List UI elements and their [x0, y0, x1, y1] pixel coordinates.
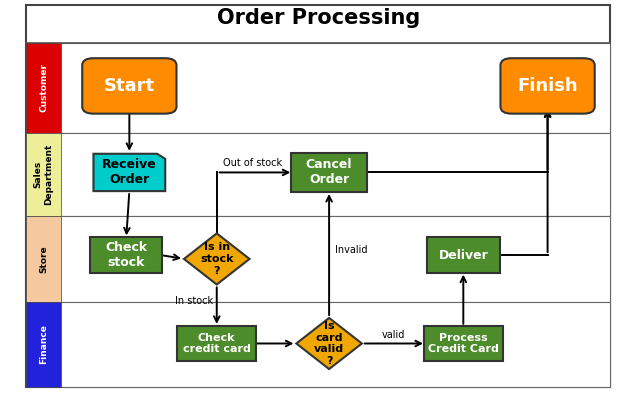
Text: Check
credit card: Check credit card: [183, 333, 251, 354]
FancyBboxPatch shape: [26, 5, 610, 387]
Text: Process
Credit Card: Process Credit Card: [428, 333, 498, 354]
FancyBboxPatch shape: [82, 58, 176, 114]
FancyBboxPatch shape: [500, 58, 595, 114]
Text: Start: Start: [104, 77, 155, 95]
Text: Deliver: Deliver: [438, 249, 488, 261]
Text: Customer: Customer: [39, 63, 48, 112]
Text: Order Processing: Order Processing: [216, 8, 420, 28]
FancyBboxPatch shape: [177, 326, 256, 362]
Text: Is
card
valid
?: Is card valid ?: [314, 321, 344, 366]
Text: Finance: Finance: [39, 325, 48, 364]
Text: Check
stock: Check stock: [105, 241, 147, 269]
Text: valid: valid: [382, 329, 406, 339]
Polygon shape: [184, 233, 250, 284]
FancyBboxPatch shape: [26, 216, 61, 302]
Text: Invalid: Invalid: [335, 244, 368, 255]
FancyBboxPatch shape: [26, 43, 610, 133]
Polygon shape: [93, 154, 166, 191]
Text: Store: Store: [39, 245, 48, 273]
FancyBboxPatch shape: [26, 302, 61, 387]
FancyBboxPatch shape: [90, 237, 162, 273]
Text: Out of stock: Out of stock: [223, 158, 282, 168]
FancyBboxPatch shape: [26, 302, 610, 387]
Text: Receive
Order: Receive Order: [102, 158, 157, 187]
FancyBboxPatch shape: [26, 133, 61, 216]
Text: Finish: Finish: [517, 77, 578, 95]
FancyBboxPatch shape: [427, 237, 500, 273]
FancyBboxPatch shape: [292, 152, 367, 192]
Text: Is in
stock
?: Is in stock ?: [200, 242, 233, 276]
Text: In stock: In stock: [176, 296, 214, 306]
Text: Cancel
Order: Cancel Order: [306, 158, 352, 187]
FancyBboxPatch shape: [26, 216, 610, 302]
FancyBboxPatch shape: [26, 43, 61, 133]
Polygon shape: [297, 318, 362, 369]
FancyBboxPatch shape: [26, 133, 610, 216]
Text: Sales
Department: Sales Department: [34, 144, 53, 205]
FancyBboxPatch shape: [424, 326, 503, 362]
